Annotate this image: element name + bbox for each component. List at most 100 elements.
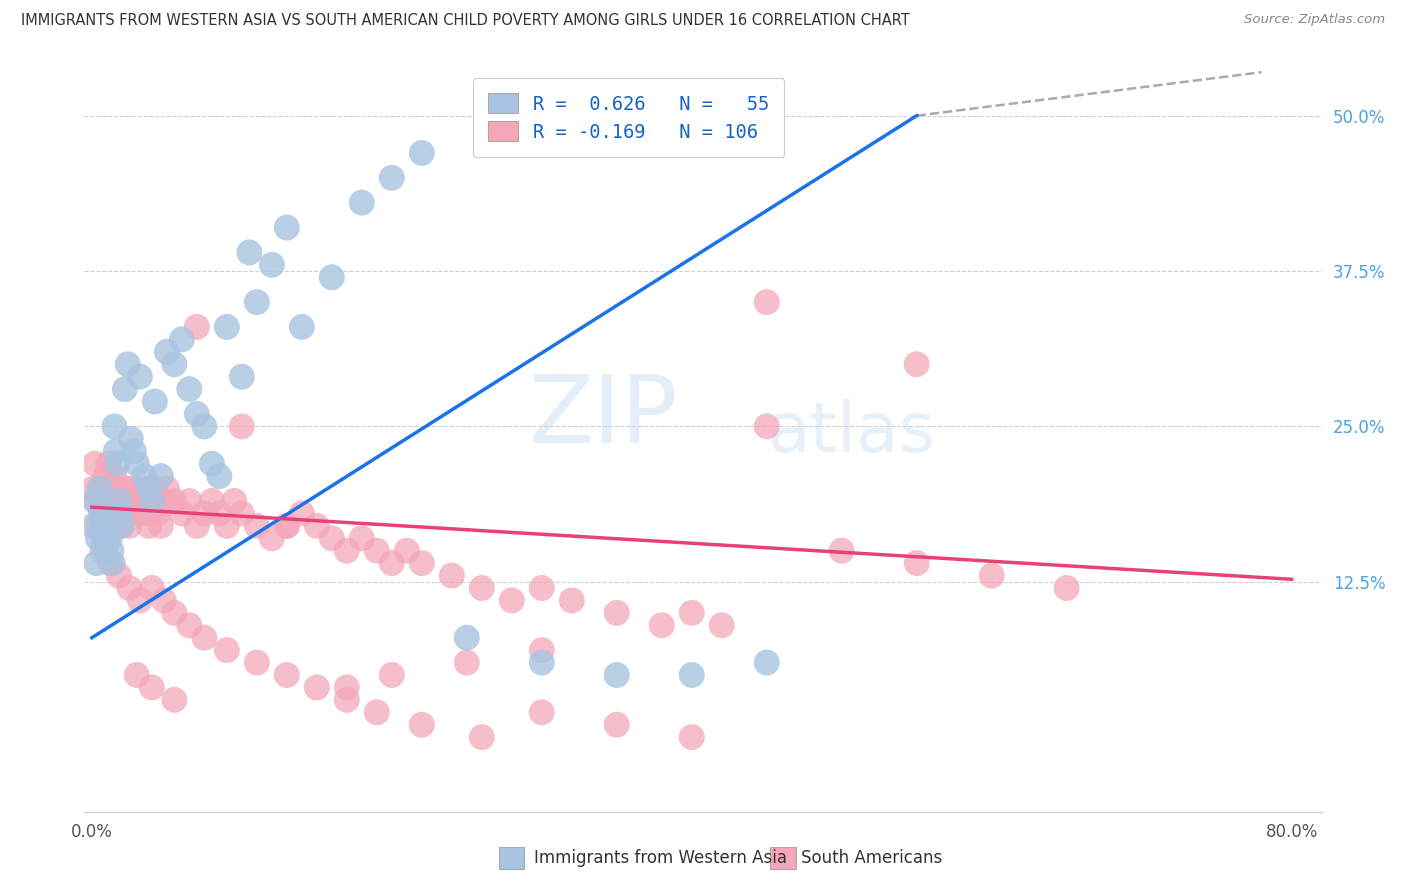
Point (905, 357, 928, 371)
Point (471, 581, 494, 595)
Point (91, 507, 114, 521)
Point (831, 543, 853, 558)
Legend: R =  0.626   N =   55, R = -0.169   N = 106: R = 0.626 N = 55, R = -0.169 N = 106 (474, 78, 785, 157)
Point (530, 643, 553, 657)
Point (163, 357, 186, 371)
Point (97, 457, 120, 471)
Point (96, 531, 118, 545)
Point (141, 494, 163, 508)
Point (208, 507, 231, 521)
Point (120, 432, 142, 446)
Point (117, 494, 139, 508)
Point (501, 593, 523, 607)
Point (231, 507, 253, 521)
Point (163, 606, 186, 620)
Point (336, 681, 359, 695)
Point (110, 507, 132, 521)
Point (101, 519, 124, 533)
Point (238, 245, 260, 260)
Point (122, 444, 145, 458)
Point (143, 394, 166, 409)
Point (141, 681, 163, 695)
Point (90, 494, 112, 508)
Point (103, 419, 125, 434)
Point (96, 482, 118, 496)
Text: ZIP: ZIP (529, 371, 679, 464)
Point (149, 519, 172, 533)
Point (224, 494, 246, 508)
Point (291, 320, 314, 334)
Point (215, 320, 238, 334)
Point (215, 643, 238, 657)
Point (98, 531, 121, 545)
Text: atlas: atlas (768, 399, 935, 467)
Point (561, 593, 583, 607)
Point (111, 507, 134, 521)
Point (179, 382, 201, 396)
Point (156, 482, 179, 496)
Point (108, 494, 131, 508)
Point (471, 730, 494, 744)
Point (291, 507, 314, 521)
Point (456, 656, 478, 670)
Point (193, 419, 215, 434)
Point (980, 568, 1002, 582)
Point (135, 507, 157, 521)
Point (710, 618, 733, 632)
Point (193, 507, 215, 521)
Point (141, 581, 163, 595)
Point (201, 494, 224, 508)
Point (134, 469, 156, 483)
Point (530, 706, 553, 720)
Point (128, 593, 150, 607)
Point (111, 519, 134, 533)
Point (179, 494, 201, 508)
Point (90, 507, 112, 521)
Point (104, 482, 127, 496)
Point (411, 717, 433, 731)
Point (153, 593, 176, 607)
Point (91, 543, 114, 558)
Point (125, 507, 148, 521)
Point (381, 170, 404, 185)
Point (120, 482, 142, 496)
Point (153, 494, 176, 508)
Point (117, 357, 139, 371)
Point (114, 382, 136, 396)
Point (94, 469, 117, 483)
Point (87, 519, 110, 533)
Point (98, 494, 121, 508)
Point (246, 656, 269, 670)
Point (83, 494, 105, 508)
Point (101, 556, 124, 570)
Point (246, 519, 269, 533)
Point (651, 618, 673, 632)
Point (122, 494, 145, 508)
Point (118, 519, 141, 533)
Point (606, 606, 628, 620)
Point (905, 556, 928, 570)
Point (83, 457, 105, 471)
Point (98, 556, 121, 570)
Point (93, 531, 115, 545)
Text: South Americans: South Americans (801, 849, 942, 867)
Point (89, 482, 111, 496)
Point (112, 494, 135, 508)
Point (381, 556, 404, 570)
Point (163, 693, 186, 707)
Point (276, 519, 298, 533)
Point (305, 519, 328, 533)
Point (163, 494, 186, 508)
Point (456, 631, 478, 645)
Point (170, 507, 193, 521)
Point (411, 556, 433, 570)
Point (336, 693, 359, 707)
Point (530, 656, 553, 670)
Point (100, 543, 122, 558)
Point (128, 369, 150, 384)
Point (681, 606, 703, 620)
Point (170, 332, 193, 346)
Point (179, 618, 201, 632)
Point (606, 668, 628, 682)
Point (215, 519, 238, 533)
